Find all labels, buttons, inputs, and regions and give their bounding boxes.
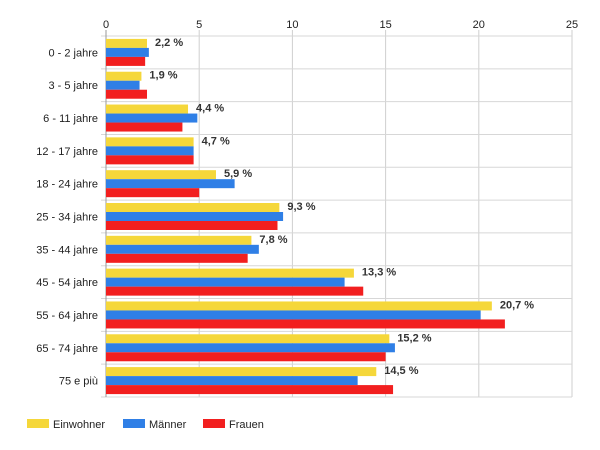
bar-einwohner-8 bbox=[106, 301, 492, 311]
bar-einwohner-5 bbox=[106, 203, 280, 212]
bar-frauen-0 bbox=[106, 56, 146, 66]
data-label: 14,5 % bbox=[384, 365, 418, 377]
category-label: 25 - 34 jahre bbox=[36, 212, 98, 224]
category-labels: 0 - 2 jahre 3 - 5 jahre 6 - 11 jahre 12 - 1… bbox=[36, 47, 98, 387]
category-label: 6 - 11 jahre bbox=[43, 113, 98, 125]
bar-einwohner-4 bbox=[106, 170, 216, 180]
legend-label: Frauen bbox=[229, 419, 264, 431]
category-label: 45 - 54 jahre bbox=[36, 277, 98, 289]
data-label: 7,8 % bbox=[259, 234, 287, 246]
bar-einwohner-2 bbox=[106, 104, 189, 114]
legend-swatch-männer bbox=[123, 419, 145, 428]
category-label: 75 e più bbox=[59, 376, 98, 388]
bar-männer-9 bbox=[106, 343, 395, 353]
bar-männer-2 bbox=[106, 113, 198, 123]
x-tick-label: 0 bbox=[103, 19, 109, 31]
data-label: 4,7 % bbox=[202, 135, 230, 147]
data-labels: 2,2 % 1,9 % 4,4 % 4,7 % 5,9 % 9,3 % 7,8 % 13,3 … bbox=[149, 37, 534, 377]
x-tick-label: 5 bbox=[196, 19, 202, 31]
category-label: 65 - 74 jahre bbox=[36, 343, 98, 355]
legend: Einwohner Männer Frauen bbox=[27, 419, 264, 431]
bar-männer-3 bbox=[106, 146, 194, 156]
bar-männer-1 bbox=[106, 80, 140, 90]
bar-frauen-6 bbox=[106, 253, 248, 263]
x-tick-label: 10 bbox=[286, 19, 298, 31]
category-label: 12 - 17 jahre bbox=[36, 146, 98, 158]
bar-frauen-7 bbox=[106, 286, 364, 296]
x-tick-label: 25 bbox=[566, 19, 578, 31]
legend-swatch-einwohner bbox=[27, 419, 49, 428]
x-tick-label: 15 bbox=[379, 19, 391, 31]
grid-lines bbox=[101, 30, 573, 398]
data-label: 20,7 % bbox=[500, 299, 534, 311]
category-label: 35 - 44 jahre bbox=[36, 244, 98, 256]
bar-frauen-10 bbox=[106, 385, 394, 395]
bar-frauen-1 bbox=[106, 89, 148, 99]
data-label: 13,3 % bbox=[362, 267, 396, 279]
category-label: 18 - 24 jahre bbox=[36, 179, 98, 191]
data-label: 5,9 % bbox=[224, 168, 252, 180]
bar-männer-0 bbox=[106, 47, 149, 57]
data-label: 2,2 % bbox=[155, 37, 183, 49]
category-label: 55 - 64 jahre bbox=[36, 310, 98, 322]
bar-männer-8 bbox=[106, 310, 481, 320]
bars bbox=[106, 38, 505, 395]
bar-männer-7 bbox=[106, 277, 345, 287]
bar-einwohner-3 bbox=[106, 137, 194, 147]
bar-männer-5 bbox=[106, 212, 284, 221]
category-label: 0 - 2 jahre bbox=[48, 47, 98, 59]
data-label: 15,2 % bbox=[397, 332, 431, 344]
x-axis-ticks: 0 5 10 15 20 25 bbox=[103, 19, 578, 31]
legend-label: Männer bbox=[149, 419, 187, 431]
bar-einwohner-9 bbox=[106, 334, 390, 344]
bar-einwohner-10 bbox=[106, 367, 377, 377]
data-label: 9,3 % bbox=[287, 201, 315, 213]
category-label: 3 - 5 jahre bbox=[48, 80, 98, 92]
x-tick-label: 20 bbox=[473, 19, 485, 31]
bar-einwohner-1 bbox=[106, 71, 142, 81]
bar-männer-4 bbox=[106, 179, 235, 189]
bar-männer-10 bbox=[106, 376, 358, 386]
bar-einwohner-7 bbox=[106, 268, 354, 278]
bar-frauen-8 bbox=[106, 319, 505, 329]
bar-einwohner-0 bbox=[106, 38, 148, 48]
data-label: 1,9 % bbox=[149, 70, 177, 82]
bar-einwohner-6 bbox=[106, 235, 252, 245]
bar-männer-6 bbox=[106, 244, 259, 254]
bar-frauen-5 bbox=[106, 221, 278, 230]
legend-label: Einwohner bbox=[53, 419, 105, 431]
legend-swatch-frauen bbox=[203, 419, 225, 428]
data-label: 4,4 % bbox=[196, 103, 224, 115]
bar-frauen-9 bbox=[106, 352, 386, 362]
bar-frauen-4 bbox=[106, 188, 200, 198]
bar-frauen-3 bbox=[106, 155, 194, 165]
bar-frauen-2 bbox=[106, 122, 183, 132]
